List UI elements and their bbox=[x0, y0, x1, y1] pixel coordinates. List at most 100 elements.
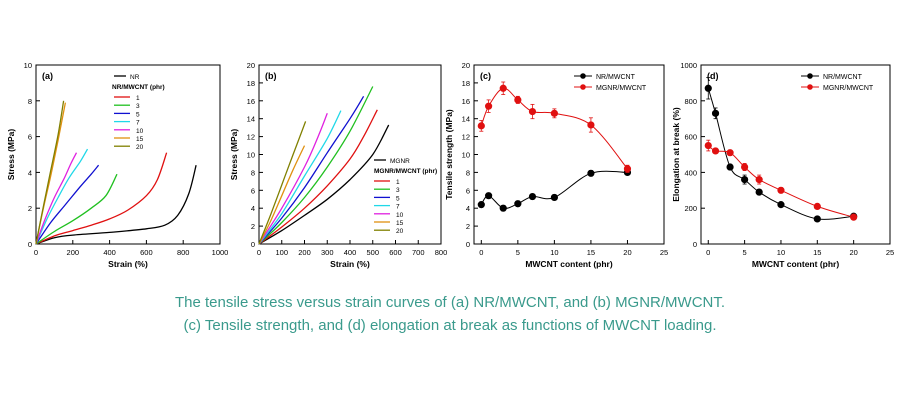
data-point bbox=[499, 84, 507, 92]
data-point bbox=[711, 109, 720, 117]
legend-label: NR/MWCNT bbox=[823, 74, 863, 81]
y-tick-label: 8 bbox=[251, 168, 255, 177]
data-point bbox=[726, 149, 734, 157]
legend-title: MGNR/MWCNT (phr) bbox=[374, 168, 437, 175]
x-axis-label: Strain (%) bbox=[108, 259, 148, 269]
data-point bbox=[528, 107, 537, 116]
x-tick-label: 700 bbox=[412, 248, 425, 257]
x-axis-label: Strain (%) bbox=[330, 259, 370, 269]
x-tick-label: 0 bbox=[479, 248, 483, 257]
y-tick-label: 800 bbox=[684, 97, 697, 106]
x-tick-label: 20 bbox=[849, 248, 857, 257]
y-tick-label: 200 bbox=[684, 204, 697, 213]
x-axis-label: MWCNT content (phr) bbox=[752, 259, 840, 269]
y-tick-label: 14 bbox=[462, 115, 470, 124]
x-tick-label: 800 bbox=[177, 248, 190, 257]
x-tick-label: 400 bbox=[344, 248, 357, 257]
series-line bbox=[258, 124, 390, 245]
series-line bbox=[258, 109, 378, 245]
series-line bbox=[35, 148, 89, 245]
series-line bbox=[35, 100, 65, 245]
data-point bbox=[741, 175, 749, 184]
x-tick-label: 5 bbox=[516, 248, 520, 257]
y-tick-label: 14 bbox=[247, 115, 255, 124]
data-point bbox=[777, 201, 785, 209]
caption-line-2: (c) Tensile strength, and (d) elongation… bbox=[183, 317, 717, 334]
y-tick-label: 12 bbox=[462, 133, 470, 142]
legend-marker bbox=[580, 73, 586, 79]
legend-label: 20 bbox=[396, 228, 404, 235]
data-point bbox=[777, 186, 785, 194]
legend-label: 20 bbox=[136, 144, 144, 151]
x-tick-label: 1000 bbox=[212, 248, 229, 257]
legend-marker bbox=[580, 84, 586, 90]
legend: NR/MWCNT MGNR/MWCNT bbox=[801, 73, 874, 92]
data-point bbox=[485, 102, 493, 110]
legend-label: 7 bbox=[396, 204, 400, 211]
data-point bbox=[741, 163, 749, 171]
x-tick-label: 15 bbox=[587, 248, 595, 257]
legend-label: NR bbox=[130, 74, 140, 81]
plot-frame bbox=[700, 64, 891, 245]
legend-label: 5 bbox=[396, 195, 400, 202]
x-tick-label: 0 bbox=[257, 248, 261, 257]
legend-label: 3 bbox=[136, 103, 140, 110]
y-axis-label: Stress (MPa) bbox=[229, 129, 239, 181]
x-tick-label: 600 bbox=[389, 248, 402, 257]
y-tick-label: 4 bbox=[251, 204, 255, 213]
series-line bbox=[35, 173, 118, 245]
y-tick-label: 0 bbox=[251, 240, 255, 249]
x-tick-label: 25 bbox=[886, 248, 894, 257]
data-point bbox=[704, 84, 712, 92]
y-tick-label: 10 bbox=[24, 61, 32, 70]
series-line bbox=[258, 145, 306, 245]
legend-label: 7 bbox=[136, 120, 140, 127]
x-tick-label: 100 bbox=[275, 248, 288, 257]
panel-b: 0 100 200 300 400 500 600 700 800 0 2 4 6 8 10 12 14 16 18… bbox=[229, 61, 447, 269]
x-tick-label: 400 bbox=[103, 248, 116, 257]
legend-label: 5 bbox=[136, 111, 140, 118]
x-tick-label: 600 bbox=[140, 248, 153, 257]
data-point bbox=[813, 202, 821, 211]
y-tick-label: 6 bbox=[28, 133, 32, 142]
plot-frame bbox=[35, 64, 221, 245]
y-tick-label: 18 bbox=[462, 79, 470, 88]
y-tick-label: 12 bbox=[247, 133, 255, 142]
legend-label: 15 bbox=[136, 136, 144, 143]
series-line bbox=[480, 170, 628, 209]
y-tick-label: 16 bbox=[247, 97, 255, 106]
series-line bbox=[258, 110, 342, 245]
legend-title: NR/MWCNT (phr) bbox=[112, 84, 165, 91]
panel-a: 0 200 400 600 800 1000 0 2 4 6 8 10 Strain (%) Stress… bbox=[6, 61, 228, 269]
y-tick-label: 2 bbox=[251, 222, 255, 231]
series-line bbox=[35, 152, 78, 245]
legend-label: 1 bbox=[396, 179, 400, 186]
y-axis-label: Tensile strength (MPa) bbox=[444, 109, 454, 200]
y-tick-label: 1000 bbox=[680, 61, 697, 70]
x-tick-label: 20 bbox=[623, 248, 631, 257]
data-point bbox=[514, 200, 522, 208]
data-point bbox=[550, 109, 558, 117]
y-tick-label: 6 bbox=[251, 186, 255, 195]
y-tick-label: 400 bbox=[684, 168, 697, 177]
series-line bbox=[258, 86, 374, 245]
y-tick-label: 0 bbox=[693, 240, 697, 249]
data-point bbox=[587, 169, 595, 177]
legend: NR/MWCNT MGNR/MWCNT bbox=[574, 73, 647, 92]
x-tick-label: 10 bbox=[550, 248, 558, 257]
y-tick-label: 10 bbox=[247, 151, 255, 160]
data-point bbox=[550, 193, 558, 202]
x-tick-label: 200 bbox=[67, 248, 80, 257]
y-tick-label: 6 bbox=[466, 186, 470, 195]
data-point bbox=[514, 96, 522, 104]
caption-line-1: The tensile stress versus strain curves … bbox=[174, 294, 726, 311]
y-tick-label: 2 bbox=[28, 204, 32, 213]
y-tick-label: 16 bbox=[462, 97, 470, 106]
series-line bbox=[35, 152, 168, 245]
y-tick-label: 20 bbox=[247, 61, 255, 70]
legend-label: 10 bbox=[136, 128, 144, 135]
y-tick-label: 0 bbox=[466, 240, 470, 249]
legend-label: MGNR bbox=[390, 158, 410, 165]
